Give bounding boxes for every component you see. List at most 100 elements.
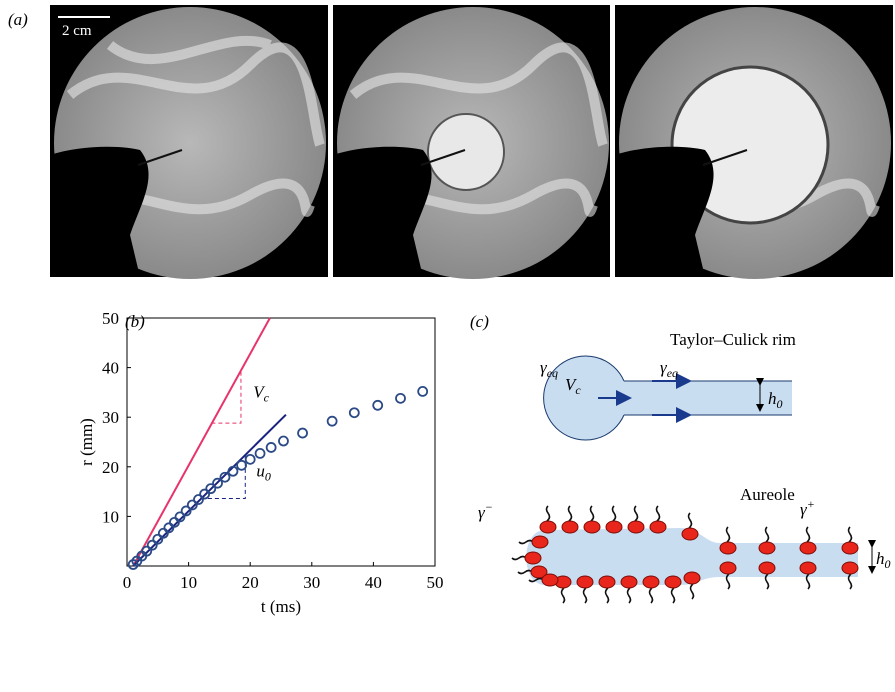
data-point xyxy=(254,448,266,459)
head xyxy=(758,561,776,575)
fit-line xyxy=(132,414,287,567)
velocity-label: Vc xyxy=(565,375,581,397)
head xyxy=(642,575,660,589)
photos: 2 cm xyxy=(50,5,893,279)
fit-line xyxy=(132,317,271,567)
data-point xyxy=(174,511,186,523)
x-tick-label: 20 xyxy=(242,573,259,592)
panel-label: (a) xyxy=(8,10,28,29)
head xyxy=(541,573,559,587)
subscript: eq xyxy=(547,366,558,380)
head xyxy=(719,561,737,575)
data-point xyxy=(227,465,239,477)
head xyxy=(524,551,542,565)
diagram: Taylor–Culick rim γeq γeq Vc h0 Aureole … xyxy=(478,330,891,604)
data-point xyxy=(326,415,338,427)
x-tick-label: 0 xyxy=(123,573,132,592)
y-tick-label: 20 xyxy=(102,458,119,477)
data-point xyxy=(152,533,164,545)
head xyxy=(799,561,817,575)
head xyxy=(561,520,579,534)
annotation: Vc xyxy=(253,382,269,404)
x-axis-label: t (ms) xyxy=(261,597,301,616)
head xyxy=(583,520,601,534)
rim-title: Taylor–Culick rim xyxy=(670,330,796,349)
head xyxy=(799,541,817,555)
head xyxy=(605,520,623,534)
symbol: h xyxy=(876,549,885,568)
data-point xyxy=(199,488,211,500)
y-tick-label: 50 xyxy=(102,309,119,328)
annotation: u0 xyxy=(256,462,271,484)
head xyxy=(758,541,776,555)
thickness-label: h0 xyxy=(768,389,783,411)
x-tick-label: 10 xyxy=(180,573,197,592)
data-point xyxy=(212,477,223,489)
aureole-title: Aureole xyxy=(740,485,795,504)
subscript: eq xyxy=(667,366,678,380)
data-point xyxy=(395,392,406,404)
data-point xyxy=(372,399,384,411)
x-tick-label: 40 xyxy=(365,573,382,592)
symbol: h xyxy=(768,389,777,408)
data-point xyxy=(169,516,180,528)
x-tick-label: 30 xyxy=(303,573,320,592)
surfactants xyxy=(511,505,859,604)
data-point xyxy=(236,459,247,471)
x-tick-label: 50 xyxy=(427,573,444,592)
head xyxy=(664,575,682,589)
data-point xyxy=(146,539,158,551)
gamma-label: γeq xyxy=(660,358,678,380)
data-point xyxy=(265,442,277,453)
symbol: γ xyxy=(800,500,808,519)
panel-label: (c) xyxy=(470,312,489,331)
head xyxy=(620,575,638,589)
data-point xyxy=(417,386,429,397)
data-point xyxy=(205,483,217,495)
subscript: 0 xyxy=(265,470,271,484)
data-point xyxy=(193,494,204,505)
superscript: − xyxy=(485,500,493,514)
gamma-label: γ− xyxy=(478,500,493,522)
photo xyxy=(333,5,610,279)
data-point xyxy=(297,427,308,439)
head xyxy=(576,575,594,589)
photo: 2 cm xyxy=(50,5,328,279)
data-point xyxy=(163,522,175,534)
symbol: γ xyxy=(478,503,486,522)
y-tick-label: 40 xyxy=(102,359,119,378)
head xyxy=(627,520,645,534)
subscript: 0 xyxy=(777,397,783,411)
data-point xyxy=(141,545,153,557)
y-tick-label: 10 xyxy=(102,507,119,526)
photo xyxy=(615,5,893,279)
data-point xyxy=(219,471,231,483)
symbol: u xyxy=(256,462,265,481)
y-tick-label: 30 xyxy=(102,408,119,427)
subscript: c xyxy=(264,390,270,404)
y-axis-label: r (mm) xyxy=(77,418,96,466)
head xyxy=(841,541,859,555)
gamma-label: γeq xyxy=(540,358,558,380)
head xyxy=(539,520,557,534)
data-point xyxy=(244,453,256,465)
fit-line xyxy=(211,369,242,424)
head xyxy=(681,527,699,541)
symbol: V xyxy=(565,375,578,394)
symbol: γ xyxy=(660,358,668,377)
data-point xyxy=(186,499,198,511)
head xyxy=(531,535,549,549)
head xyxy=(649,520,667,534)
symbol: V xyxy=(253,382,266,401)
data-point xyxy=(348,407,360,419)
subscript: 0 xyxy=(885,557,891,571)
panel-label: (b) xyxy=(125,312,145,331)
data-point xyxy=(157,527,169,539)
data-point xyxy=(180,505,192,517)
head xyxy=(719,541,737,555)
fit-line xyxy=(200,453,246,500)
subscript: c xyxy=(575,383,581,397)
head xyxy=(841,561,859,575)
